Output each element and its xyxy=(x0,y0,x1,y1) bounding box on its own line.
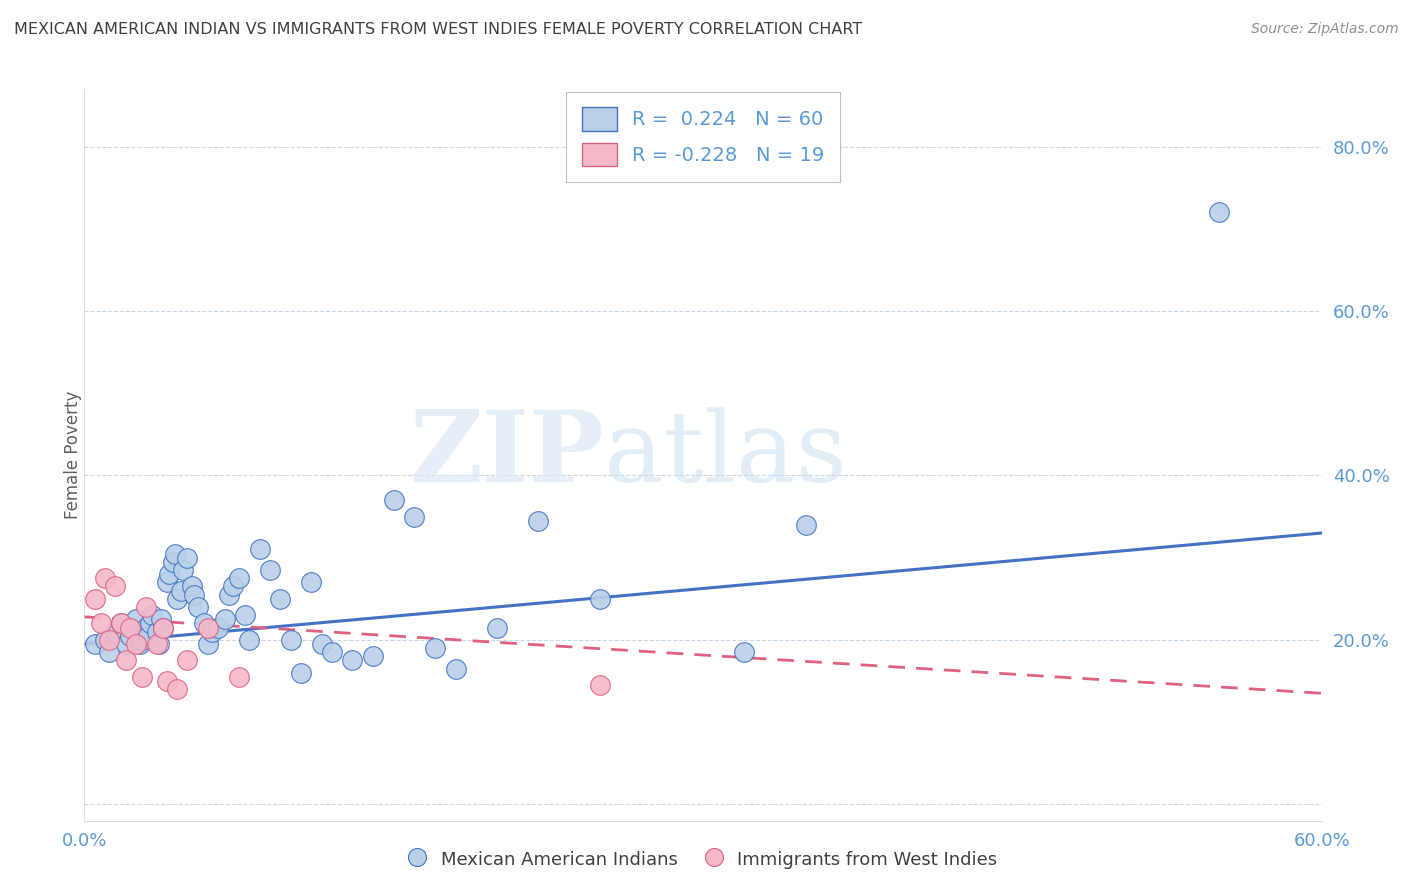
Y-axis label: Female Poverty: Female Poverty xyxy=(65,391,82,519)
Point xyxy=(135,620,157,634)
Point xyxy=(170,583,193,598)
Point xyxy=(152,620,174,634)
Point xyxy=(444,662,467,676)
Point xyxy=(485,620,508,634)
Point xyxy=(1208,205,1230,219)
Point xyxy=(114,637,136,651)
Point xyxy=(83,637,105,651)
Point xyxy=(114,653,136,667)
Text: atlas: atlas xyxy=(605,407,846,503)
Point xyxy=(121,620,143,634)
Point xyxy=(589,678,612,692)
Point xyxy=(94,571,117,585)
Point xyxy=(172,563,194,577)
Point xyxy=(197,620,219,634)
Point xyxy=(299,575,322,590)
Point xyxy=(131,632,153,647)
Point xyxy=(269,591,291,606)
Point xyxy=(233,608,256,623)
Point xyxy=(129,637,152,651)
Point xyxy=(382,493,405,508)
Point xyxy=(423,641,446,656)
Point xyxy=(83,591,105,606)
Point xyxy=(280,632,302,647)
Point xyxy=(176,550,198,565)
Point xyxy=(733,645,755,659)
Point xyxy=(180,579,202,593)
Point xyxy=(207,620,229,634)
Point xyxy=(166,591,188,606)
Point xyxy=(156,673,179,688)
Point xyxy=(193,616,215,631)
Point xyxy=(176,653,198,667)
Point xyxy=(139,616,162,631)
Point xyxy=(156,575,179,590)
Point xyxy=(228,670,250,684)
Point xyxy=(183,588,205,602)
Point xyxy=(214,612,236,626)
Point xyxy=(290,665,312,680)
Point xyxy=(311,637,333,651)
Point xyxy=(361,649,384,664)
Point xyxy=(125,612,148,626)
Point xyxy=(259,563,281,577)
Point xyxy=(187,599,209,614)
Text: MEXICAN AMERICAN INDIAN VS IMMIGRANTS FROM WEST INDIES FEMALE POVERTY CORRELATIO: MEXICAN AMERICAN INDIAN VS IMMIGRANTS FR… xyxy=(14,22,862,37)
Point xyxy=(98,645,121,659)
Point xyxy=(104,579,127,593)
Point xyxy=(157,567,180,582)
Point xyxy=(110,616,132,631)
Point xyxy=(135,599,157,614)
Legend: Mexican American Indians, Immigrants from West Indies: Mexican American Indians, Immigrants fro… xyxy=(401,841,1005,878)
Point xyxy=(149,612,172,626)
Point xyxy=(145,624,167,639)
Point xyxy=(201,624,224,639)
Point xyxy=(249,542,271,557)
Point xyxy=(110,616,132,631)
Point xyxy=(90,616,112,631)
Point xyxy=(131,670,153,684)
Point xyxy=(228,571,250,585)
Point xyxy=(118,620,141,634)
Point xyxy=(527,514,550,528)
Point xyxy=(218,588,240,602)
Text: Source: ZipAtlas.com: Source: ZipAtlas.com xyxy=(1251,22,1399,37)
Point xyxy=(404,509,426,524)
Point xyxy=(162,555,184,569)
Point xyxy=(166,682,188,697)
Point xyxy=(136,629,159,643)
Point xyxy=(148,637,170,651)
Point xyxy=(152,620,174,634)
Point xyxy=(94,632,117,647)
Text: ZIP: ZIP xyxy=(409,407,605,503)
Point xyxy=(104,624,127,639)
Point xyxy=(197,637,219,651)
Point xyxy=(98,632,121,647)
Point xyxy=(141,608,163,623)
Point xyxy=(342,653,364,667)
Point xyxy=(118,629,141,643)
Point xyxy=(125,637,148,651)
Point xyxy=(321,645,343,659)
Point xyxy=(165,547,187,561)
Point xyxy=(794,517,817,532)
Point xyxy=(238,632,260,647)
Point xyxy=(589,591,612,606)
Point xyxy=(222,579,245,593)
Point xyxy=(145,637,167,651)
